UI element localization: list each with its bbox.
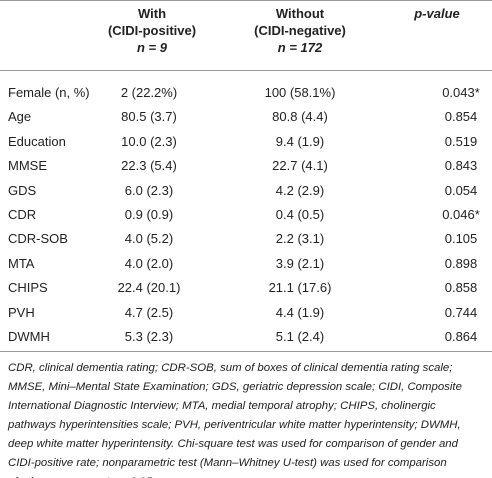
footnote-line: of other measures. *p < 0.05. [8, 473, 155, 478]
data-cell: 0.898 [444, 255, 478, 271]
header-cell: n = 172 [277, 40, 323, 55]
data-cell: 22.3 (5.4) [121, 158, 177, 174]
top-rule [0, 0, 492, 1]
header-cell: With [137, 6, 167, 21]
footnote-line: International Diagnostic Interview; MTA,… [8, 400, 436, 412]
data-cell: 10.0 (2.3) [121, 133, 177, 149]
footnote-line: CIDI-positive rate; nonparametric test (… [8, 457, 447, 469]
header-cell: n = 9 [137, 40, 167, 55]
data-cell: 22.4 (20.1) [117, 280, 181, 296]
row-label: CDR [8, 207, 37, 222]
data-cell: 4.2 (2.9) [275, 182, 325, 198]
row-label: GDS [8, 182, 37, 198]
data-cell: 0.744 [444, 304, 478, 320]
row-label: Female (n, %) [8, 85, 90, 100]
header-cell: (CIDI-positive) [107, 23, 197, 38]
header-cell: Without [275, 6, 325, 21]
data-cell: 0.864 [444, 329, 478, 344]
row-label: CHIPS [8, 280, 48, 296]
header-cell: (CIDI-negative) [254, 23, 346, 38]
row-label: Education [8, 133, 66, 149]
data-cell: 0.519 [444, 133, 478, 149]
data-cell: 3.9 (2.1) [275, 255, 325, 271]
bottom-rule [0, 351, 492, 352]
data-cell: 0.046* [442, 207, 480, 222]
data-cell: 80.8 (4.4) [272, 109, 328, 125]
data-cell: 80.5 (3.7) [121, 109, 177, 125]
data-cell: 5.3 (2.3) [124, 329, 174, 344]
data-cell: 6.0 (2.3) [124, 182, 174, 198]
data-cell: 5.1 (2.4) [275, 329, 325, 344]
data-cell: 0.054 [444, 182, 478, 198]
footnote-line: deep white matter hyperintensity. Chi-sq… [8, 438, 458, 450]
data-cell: 2 (22.2%) [120, 85, 178, 100]
data-cell: 0.854 [444, 109, 478, 125]
data-cell: 0.105 [444, 231, 478, 247]
row-label: CDR-SOB [8, 231, 68, 247]
data-cell: 100 (58.1%) [264, 85, 336, 100]
row-label: PVH [8, 304, 35, 320]
footnote-line: pathways hyperintensities scale; PVH, pe… [8, 419, 461, 431]
row-label: Age [8, 109, 32, 125]
data-cell: 0.4 (0.5) [275, 207, 325, 222]
header-cell: p-value [414, 6, 460, 21]
data-cell: 22.7 (4.1) [272, 158, 328, 174]
data-cell: 4.4 (1.9) [275, 304, 325, 320]
footnote-line: CDR, clinical dementia rating; CDR-SOB, … [8, 362, 453, 374]
row-label: MTA [8, 255, 35, 271]
data-cell: 0.858 [444, 280, 478, 296]
data-cell: 4.7 (2.5) [124, 304, 174, 320]
data-cell: 4.0 (2.0) [124, 255, 174, 271]
data-cell: 21.1 (17.6) [268, 280, 332, 296]
data-cell: 0.9 (0.9) [124, 207, 174, 222]
row-label: MMSE [8, 158, 47, 174]
row-label: DWMH [8, 329, 50, 344]
data-cell: 0.843 [444, 158, 478, 174]
data-cell: 2.2 (3.1) [275, 231, 325, 247]
data-cell: 0.043* [442, 85, 480, 100]
header-rule [0, 70, 492, 71]
footnote-line: MMSE, Mini–Mental State Examination; GDS… [8, 381, 462, 393]
data-cell: 9.4 (1.9) [275, 133, 325, 149]
data-cell: 4.0 (5.2) [124, 231, 174, 247]
